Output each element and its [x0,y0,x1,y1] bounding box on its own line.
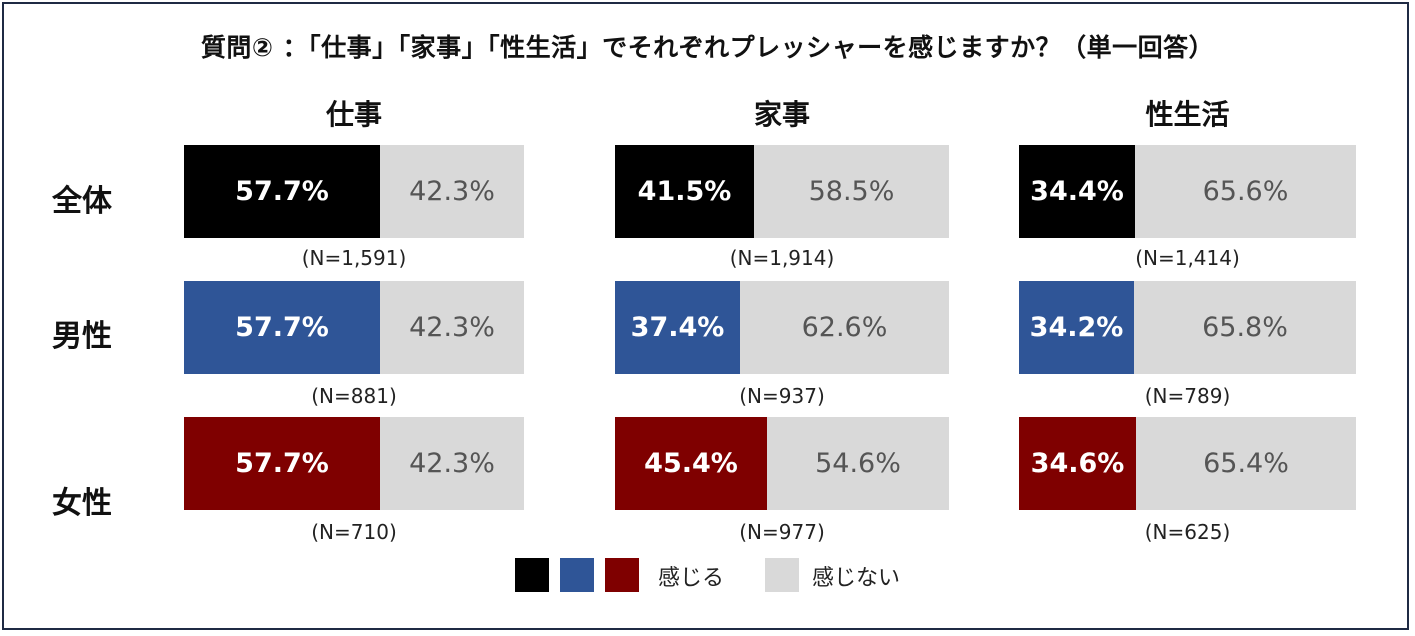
row-label-all: 全体 [52,184,112,219]
segment-feel: 34.6% [1019,417,1136,510]
segment-feel: 34.4% [1019,145,1135,238]
bar-all-sex-life: 34.4% 65.6% [1019,145,1356,238]
legend-label-feel: 感じる [658,566,725,591]
sample-size-all-sex-life: (N=1,414) [1135,246,1240,270]
bar-female-work: 57.7% 42.3% [184,417,524,510]
column-header-housework: 家事 [753,98,810,131]
bar-female-sex-life: 34.6% 65.4% [1019,417,1356,510]
legend-label-nofeel: 感じない [812,566,901,591]
legend-swatch-male [560,558,594,592]
sample-size-all-work: (N=1,591) [301,246,407,270]
sample-size-female-work: (N=710) [311,520,397,544]
segment-nofeel: 65.4% [1136,417,1356,510]
bar-all-housework: 41.5% 58.5% [615,145,949,238]
row-label-male: 男性 [52,319,112,354]
segment-nofeel: 62.6% [740,281,949,374]
segment-nofeel: 54.6% [767,417,949,510]
legend-swatch-female [605,558,639,592]
sample-size-female-housework: (N=977) [739,520,825,544]
segment-nofeel: 42.3% [380,145,524,238]
segment-feel: 57.7% [184,281,380,374]
segment-feel: 45.4% [615,417,767,510]
segment-feel: 37.4% [615,281,740,374]
segment-nofeel: 42.3% [380,281,524,374]
bar-male-work: 57.7% 42.3% [184,281,524,374]
sample-size-all-housework: (N=1,914) [729,246,835,270]
column-header-work: 仕事 [325,98,382,131]
segment-feel: 41.5% [615,145,754,238]
sample-size-male-housework: (N=937) [739,384,825,408]
segment-nofeel: 65.8% [1134,281,1356,374]
legend-swatch-nofeel [765,558,799,592]
segment-feel: 57.7% [184,417,380,510]
legend-swatch-all [515,558,549,592]
sample-size-male-sex-life: (N=789) [1144,384,1231,408]
bar-all-work: 57.7% 42.3% [184,145,524,238]
row-label-female: 女性 [52,486,112,521]
segment-nofeel: 65.6% [1135,145,1356,238]
sample-size-female-sex-life: (N=625) [1144,520,1231,544]
segment-feel: 34.2% [1019,281,1134,374]
bar-female-housework: 45.4% 54.6% [615,417,949,510]
segment-nofeel: 58.5% [754,145,949,238]
bar-male-housework: 37.4% 62.6% [615,281,949,374]
segment-nofeel: 42.3% [380,417,524,510]
bar-male-sex-life: 34.2% 65.8% [1019,281,1356,374]
column-header-sex-life: 性生活 [1145,98,1230,131]
segment-feel: 57.7% [184,145,380,238]
chart-title: 質問② ：「仕事」「家事」「性生活」でそれぞれプレッシャーを感じますか？（単一回… [200,33,1215,62]
sample-size-male-work: (N=881) [311,384,397,408]
